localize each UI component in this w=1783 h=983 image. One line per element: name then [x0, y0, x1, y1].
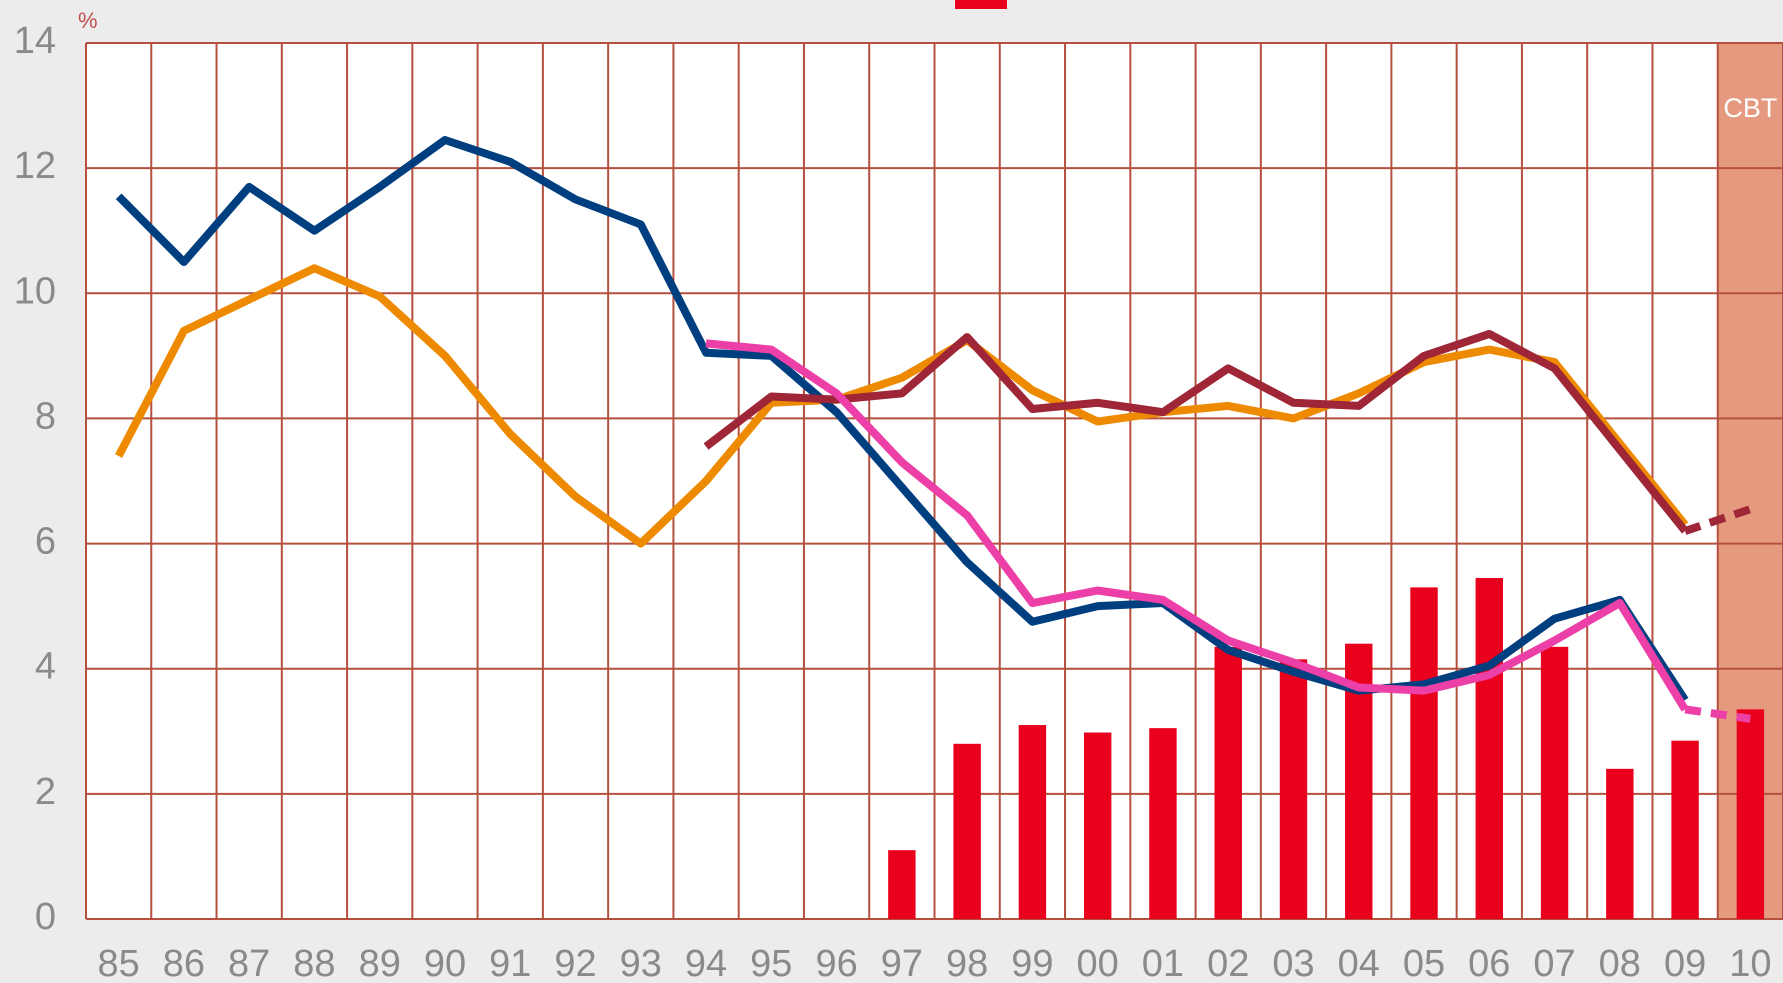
bar	[1540, 646, 1569, 919]
projection-line	[1683, 505, 1752, 535]
x-tick-label: 99	[1011, 943, 1053, 983]
x-tick-label: 89	[359, 943, 401, 983]
bar	[1475, 577, 1503, 919]
x-tick-label: 09	[1664, 943, 1706, 983]
x-tick-label: 01	[1142, 943, 1184, 983]
line	[705, 339, 1689, 712]
y-tick-label: 6	[35, 521, 56, 563]
x-tick-label: 93	[620, 943, 662, 983]
x-tick-label: 95	[750, 943, 792, 983]
x-tick-label: 02	[1207, 943, 1249, 983]
projection-line	[1684, 705, 1751, 723]
x-tick-label: 96	[815, 943, 857, 983]
line	[115, 135, 1689, 703]
x-tick-label: 04	[1338, 943, 1380, 983]
x-tick-label: 07	[1533, 943, 1575, 983]
line	[703, 329, 1689, 534]
bar	[1279, 659, 1308, 919]
x-tick-label: 86	[163, 943, 205, 983]
x-tick-label: 06	[1468, 943, 1510, 983]
y-tick-label: 2	[35, 771, 56, 813]
x-tick-label: 05	[1403, 943, 1445, 983]
y-tick-label: 12	[14, 145, 56, 187]
x-tick-label: 03	[1272, 943, 1314, 983]
x-tick-label: 87	[228, 943, 270, 983]
x-tick-label: 00	[1077, 943, 1119, 983]
bar	[1671, 740, 1699, 919]
bar	[1083, 732, 1112, 919]
line	[115, 264, 1689, 548]
x-tick-label: 92	[554, 943, 596, 983]
x-tick-label: 98	[946, 943, 988, 983]
bar	[1018, 725, 1047, 919]
y-tick-label: 14	[14, 20, 56, 62]
x-tick-label: 08	[1599, 943, 1641, 983]
annotation: CBT	[1723, 93, 1777, 123]
x-tick-label: 88	[293, 943, 335, 983]
bar	[1736, 709, 1765, 919]
y-tick-label: 4	[35, 646, 56, 688]
legend-swatch-clipped	[955, 0, 1007, 9]
x-tick-label: 90	[424, 943, 466, 983]
bar	[953, 743, 981, 919]
y-tick-label: 8	[35, 395, 56, 437]
bar	[1606, 768, 1634, 919]
bar	[1410, 587, 1438, 919]
x-tick-label: 10	[1729, 943, 1771, 983]
x-tick-label: 97	[881, 943, 923, 983]
bar	[888, 850, 916, 919]
x-tick-label: 91	[489, 943, 531, 983]
y-unit-label: %	[78, 8, 98, 33]
x-tick-label: 85	[97, 943, 139, 983]
y-tick-label: 10	[14, 270, 56, 312]
bar	[1149, 728, 1177, 919]
x-tick-label: 94	[685, 943, 727, 983]
bar	[1214, 646, 1242, 919]
y-tick-label: 0	[35, 896, 56, 938]
